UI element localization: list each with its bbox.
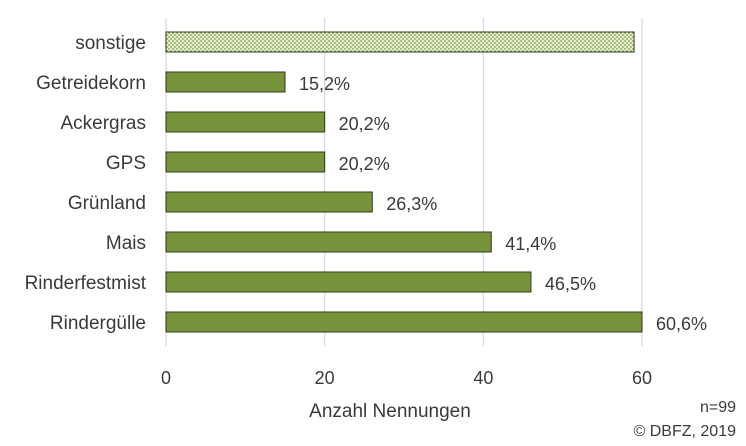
x-axis-title: Anzahl Nennungen [309, 401, 471, 422]
data-label: 20,2% [339, 154, 390, 174]
bar [165, 191, 373, 213]
category-label: sonstige [75, 33, 146, 54]
sample-size-note: n=99 [700, 399, 736, 416]
x-tick-label: 20 [315, 368, 335, 388]
data-label: 60,6% [656, 314, 707, 334]
bar [165, 231, 492, 253]
bar [165, 151, 326, 173]
bar [165, 71, 286, 93]
data-label: 15,2% [299, 74, 350, 94]
category-label: Rindergülle [50, 313, 146, 334]
bar [165, 31, 635, 53]
copyright-note: © DBFZ, 2019 [634, 423, 737, 440]
category-label: GPS [106, 153, 146, 174]
x-tick-labels: 0 20 40 60 [161, 368, 652, 388]
category-label: Getreidekorn [36, 73, 146, 94]
x-tick-label: 0 [161, 368, 171, 388]
category-label: Ackergras [60, 113, 146, 134]
bar [165, 311, 643, 333]
bar [165, 111, 326, 133]
category-label: Rinderfestmist [25, 273, 147, 294]
data-label: 20,2% [339, 114, 390, 134]
data-label: 41,4% [505, 234, 556, 254]
data-label: 26,3% [386, 194, 437, 214]
category-label: Grünland [68, 193, 146, 214]
bar [165, 271, 532, 293]
data-labels: 15,2% 20,2% 20,2% 26,3% 41,4% 46,5% 60,6% [299, 74, 707, 334]
gridlines [165, 18, 643, 346]
category-labels: sonstige Getreidekorn Ackergras GPS Grünland… [25, 33, 147, 334]
x-tick-label: 40 [473, 368, 493, 388]
data-label: 46,5% [545, 274, 596, 294]
bars [165, 31, 643, 333]
x-tick-label: 60 [632, 368, 652, 388]
category-label: Mais [106, 233, 146, 254]
